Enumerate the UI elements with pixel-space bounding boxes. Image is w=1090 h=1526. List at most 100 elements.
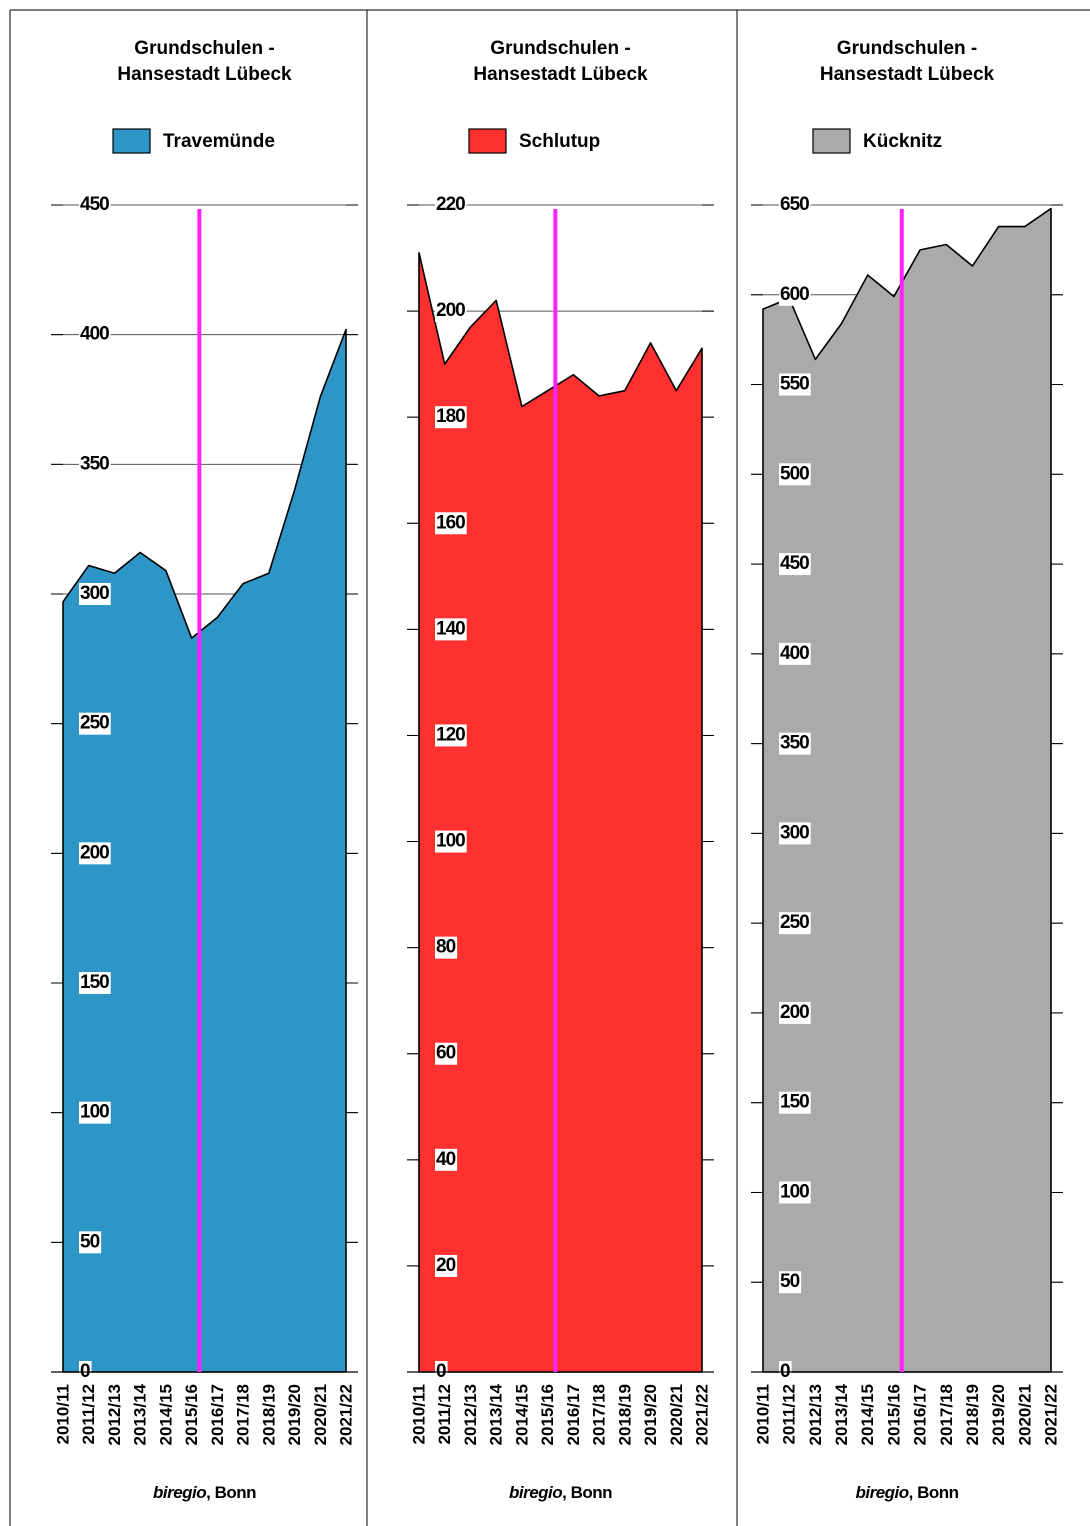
source: biregio, Bonn — [855, 1483, 958, 1502]
y-tick-label: 550 — [780, 374, 809, 395]
y-tick-label: 100 — [436, 831, 465, 852]
y-tick-label: 450 — [780, 553, 809, 574]
y-tick-label: 160 — [436, 512, 465, 533]
x-tick-label: 2016/17 — [911, 1384, 930, 1445]
source-part: , Bonn — [909, 1483, 959, 1502]
legend-label: Kücknitz — [863, 131, 942, 152]
source-part: biregio — [855, 1483, 908, 1502]
area — [418, 251, 703, 1373]
legend-label: Schlutup — [519, 131, 600, 152]
y-tick-label: 400 — [80, 324, 109, 345]
tick-label-bg — [79, 194, 111, 216]
x-tick-label: 2018/19 — [615, 1384, 634, 1445]
x-tick-label: 2017/18 — [234, 1384, 253, 1445]
tick-label-bg — [79, 1101, 111, 1124]
y-tick-label: 150 — [780, 1092, 809, 1113]
x-tick-label: 2020/21 — [667, 1384, 686, 1445]
y-tick-label: 650 — [780, 194, 809, 215]
x-tick-label: 2011/12 — [79, 1384, 98, 1445]
area — [62, 328, 347, 1373]
tick-label-bg — [779, 1001, 811, 1024]
source-part: , Bonn — [562, 1483, 612, 1502]
y-tick-label: 350 — [80, 453, 109, 474]
chart-title: Grundschulen - Hansestadt Lübeck — [473, 38, 648, 85]
y-tick-label: 300 — [80, 583, 109, 604]
tick-label-bg — [435, 618, 467, 641]
y-tick-label: 350 — [780, 733, 809, 754]
tick-label-bg — [435, 1148, 458, 1171]
x-tick-label: 2018/19 — [963, 1384, 982, 1445]
x-tick-label: 2010/11 — [409, 1384, 428, 1445]
x-tick-label: 2017/18 — [590, 1384, 609, 1445]
tick-label-bg — [779, 463, 811, 486]
y-tick-label: 200 — [436, 300, 465, 321]
y-tick-label: 100 — [780, 1181, 809, 1202]
tick-label-bg — [435, 830, 467, 853]
source-part: , Bonn — [206, 1483, 256, 1502]
tick-label-bg — [779, 912, 811, 935]
y-tick-label: 140 — [436, 618, 465, 639]
legend-label: Travemünde — [163, 131, 275, 152]
x-tick-label: 2016/17 — [564, 1384, 583, 1445]
tick-label-bg — [435, 512, 467, 535]
x-tick-label: 2019/20 — [285, 1384, 304, 1445]
y-tick-label: 150 — [80, 972, 109, 993]
x-tick-label: 2020/21 — [311, 1384, 330, 1445]
y-tick-label: 600 — [780, 284, 809, 305]
y-tick-label: 250 — [780, 912, 809, 933]
y-tick-label: 180 — [436, 406, 465, 427]
source: biregio, Bonn — [509, 1483, 612, 1502]
y-tick-label: 200 — [80, 842, 109, 863]
y-tick-label: 200 — [780, 1002, 809, 1023]
x-tick-label: 2021/22 — [1041, 1384, 1060, 1445]
x-tick-label: 2013/14 — [832, 1383, 851, 1445]
x-tick-label: 2012/13 — [105, 1384, 124, 1445]
x-tick-label: 2012/13 — [806, 1384, 825, 1445]
x-tick-label: 2019/20 — [641, 1384, 660, 1445]
y-tick-label: 450 — [80, 194, 109, 215]
source-part: biregio — [153, 1483, 206, 1502]
x-tick-label: 2011/12 — [780, 1384, 799, 1445]
tick-label-bg — [435, 194, 467, 216]
x-tick-label: 2012/13 — [461, 1384, 480, 1445]
y-tick-label: 40 — [436, 1149, 456, 1170]
tick-label-bg — [435, 1042, 458, 1065]
legend-swatch — [468, 128, 507, 154]
tick-label-bg — [79, 583, 111, 605]
tick-label-bg — [779, 642, 811, 665]
tick-label-bg — [779, 1271, 802, 1294]
tick-label-bg — [779, 822, 811, 845]
legend-swatch — [812, 128, 851, 154]
tick-label-bg — [435, 406, 467, 429]
area — [762, 207, 1052, 1373]
x-tick-label: 2014/15 — [858, 1384, 877, 1445]
y-tick-label: 250 — [80, 713, 109, 734]
y-tick-label: 300 — [780, 822, 809, 843]
x-tick-label: 2021/22 — [336, 1384, 355, 1445]
x-tick-label: 2013/14 — [131, 1383, 150, 1445]
tick-label-bg — [779, 373, 811, 396]
tick-label-bg — [435, 300, 467, 323]
x-tick-label: 2010/11 — [53, 1384, 72, 1445]
x-tick-label: 2018/19 — [259, 1384, 278, 1445]
tick-label-bg — [779, 1091, 811, 1114]
y-tick-label: 220 — [436, 194, 465, 215]
tick-label-bg — [779, 194, 811, 216]
x-tick-label: 2020/21 — [1015, 1384, 1034, 1445]
tick-label-bg — [779, 553, 811, 576]
x-tick-label: 2014/15 — [156, 1384, 175, 1445]
x-tick-label: 2015/16 — [538, 1384, 557, 1445]
x-tick-label: 2015/16 — [182, 1384, 201, 1445]
tick-label-bg — [79, 712, 111, 735]
y-tick-label: 100 — [80, 1102, 109, 1123]
y-tick-label: 80 — [436, 937, 456, 958]
x-tick-label: 2010/11 — [753, 1384, 772, 1445]
tick-label-bg — [779, 1181, 811, 1204]
source-part: biregio — [509, 1483, 562, 1502]
x-tick-label: 2016/17 — [208, 1384, 227, 1445]
chart-title: Grundschulen - Hansestadt Lübeck — [117, 38, 292, 85]
tick-label-bg — [779, 283, 811, 306]
tick-label-bg — [79, 972, 111, 994]
